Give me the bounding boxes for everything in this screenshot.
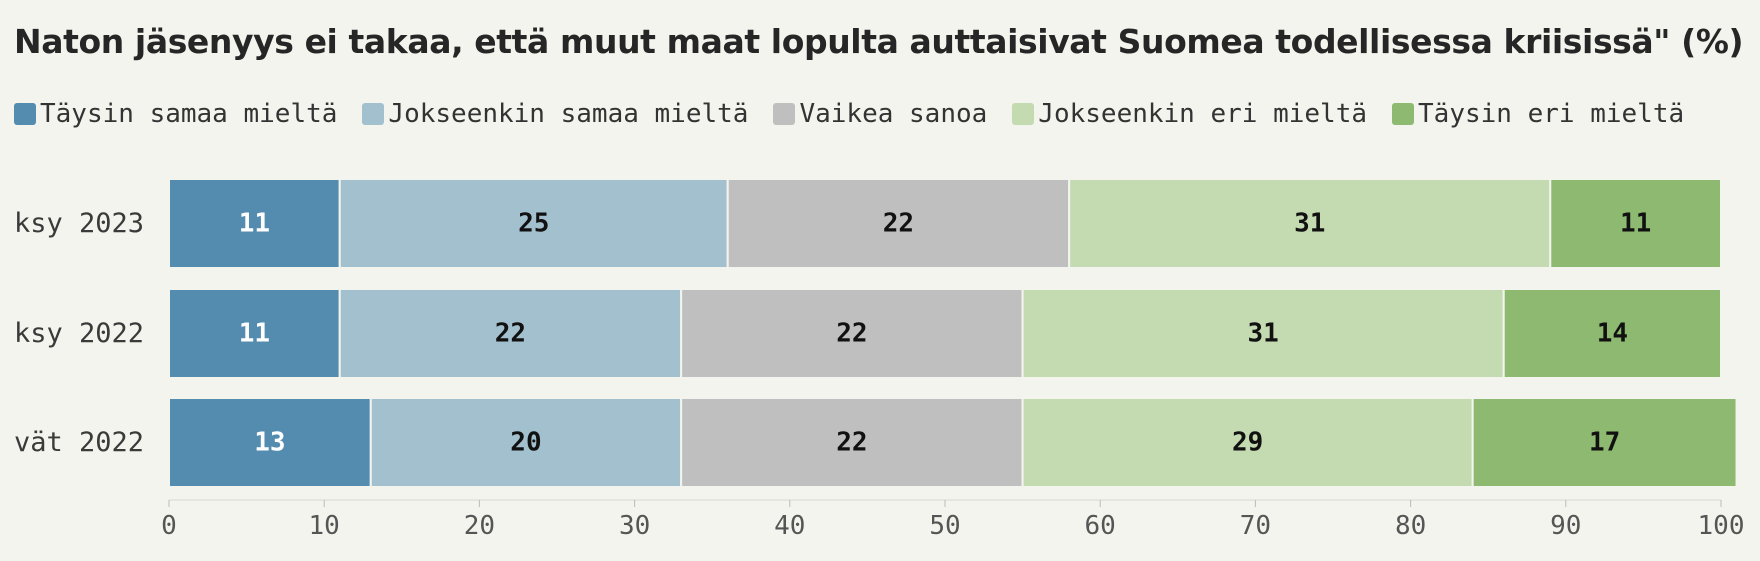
bar-segment — [726, 178, 1071, 269]
data-label: 11 — [1620, 209, 1651, 239]
x-tick-label: 30 — [619, 511, 650, 541]
legend: Täysin samaa mieltä Jokseenkin samaa miel… — [14, 94, 1684, 134]
bar-segment — [338, 178, 729, 269]
x-tick-label: 0 — [161, 511, 177, 541]
data-label: 29 — [1232, 428, 1263, 458]
data-label: 22 — [836, 428, 867, 458]
legend-swatch — [773, 103, 796, 125]
legend-label: Täysin eri mieltä — [1418, 99, 1685, 129]
bar-segment — [1549, 178, 1723, 269]
legend-label: Jokseenkin samaa mieltä — [388, 99, 749, 129]
legend-label: Jokseenkin eri mieltä — [1038, 99, 1368, 129]
bar-segment — [1068, 178, 1552, 269]
chart-title: Naton jäsenyys ei takaa, että muut maat … — [14, 22, 1744, 61]
bar-segment — [168, 288, 341, 379]
category-label: ksy 2023 — [14, 208, 144, 239]
data-label: 31 — [1294, 209, 1325, 239]
category-label: vät 2022 — [14, 427, 144, 458]
legend-swatch — [362, 103, 385, 125]
bar-segment — [168, 397, 372, 488]
legend-item: Vaikea sanoa — [773, 99, 987, 129]
data-label: 22 — [495, 319, 526, 349]
data-label: 11 — [239, 209, 270, 239]
x-tick-label: 100 — [1698, 511, 1745, 541]
data-label: 22 — [883, 209, 914, 239]
x-tick-label: 20 — [464, 511, 495, 541]
data-label: 14 — [1597, 319, 1628, 349]
data-label: 11 — [239, 319, 270, 349]
x-tick-label: 70 — [1240, 511, 1271, 541]
data-label: 31 — [1248, 319, 1279, 349]
bar-segment — [1021, 397, 1474, 488]
bar-segment — [1021, 288, 1505, 379]
bar-segment — [168, 178, 341, 269]
bar-segment — [1502, 288, 1722, 379]
data-label: 17 — [1589, 428, 1620, 458]
bar-segment — [1471, 397, 1738, 488]
x-tick-label: 50 — [929, 511, 960, 541]
data-label: 25 — [518, 209, 549, 239]
x-tick-label: 40 — [774, 511, 805, 541]
data-label: 13 — [254, 428, 285, 458]
x-tick-label: 80 — [1395, 511, 1426, 541]
x-tick-label: 10 — [309, 511, 340, 541]
x-tick-label: 90 — [1550, 511, 1581, 541]
legend-item: Täysin eri mieltä — [1392, 99, 1684, 129]
bar-segment — [680, 397, 1024, 488]
legend-item: Täysin samaa mieltä — [14, 99, 337, 129]
legend-swatch — [1392, 103, 1415, 125]
legend-swatch — [14, 103, 36, 125]
legend-item: Jokseenkin samaa mieltä — [362, 99, 748, 129]
legend-label: Vaikea sanoa — [799, 99, 988, 129]
legend-label: Täysin samaa mieltä — [40, 99, 338, 129]
x-tick-label: 60 — [1085, 511, 1116, 541]
category-label: ksy 2022 — [14, 318, 144, 349]
legend-item: Jokseenkin eri mieltä — [1012, 99, 1367, 129]
bar-segment — [338, 288, 683, 379]
data-label: 22 — [836, 319, 867, 349]
bar-segment — [369, 397, 683, 488]
legend-swatch — [1012, 103, 1035, 125]
data-label: 20 — [510, 428, 541, 458]
